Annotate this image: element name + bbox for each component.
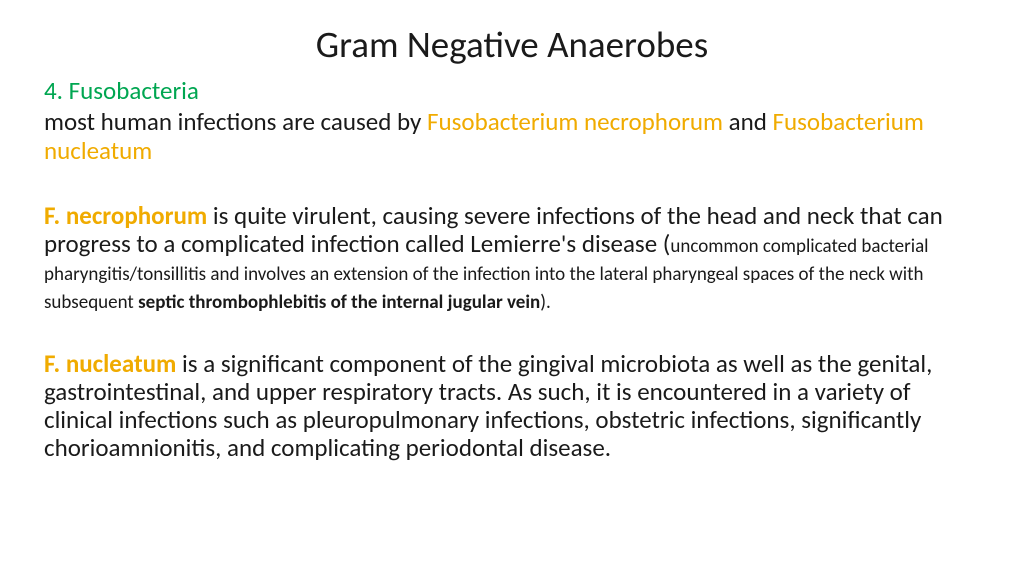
slide-container: Gram Negative Anaerobes 4. Fusobacteria … <box>0 0 1024 576</box>
text-small-bold: septic thrombophlebitis of the internal … <box>138 291 540 314</box>
paragraph-necrophorum: F. necrophorum is quite virulent, causin… <box>44 202 980 314</box>
text-run: and <box>729 106 773 137</box>
paragraph-nucleatum: F. nucleatum is a significant component … <box>44 350 980 462</box>
text-small: ). <box>540 291 551 314</box>
section-subtitle: 4. Fusobacteria <box>44 75 980 106</box>
species-name-bold: F. nucleatum <box>44 348 182 379</box>
slide-title: Gram Negative Anaerobes <box>44 22 980 67</box>
paragraph-intro: most human infections are caused by Fuso… <box>44 108 980 166</box>
species-name: Fusobacterium necrophorum <box>427 106 729 137</box>
text-run: most human infections are caused by <box>44 106 427 137</box>
species-name-bold: F. necrophorum <box>44 200 213 231</box>
